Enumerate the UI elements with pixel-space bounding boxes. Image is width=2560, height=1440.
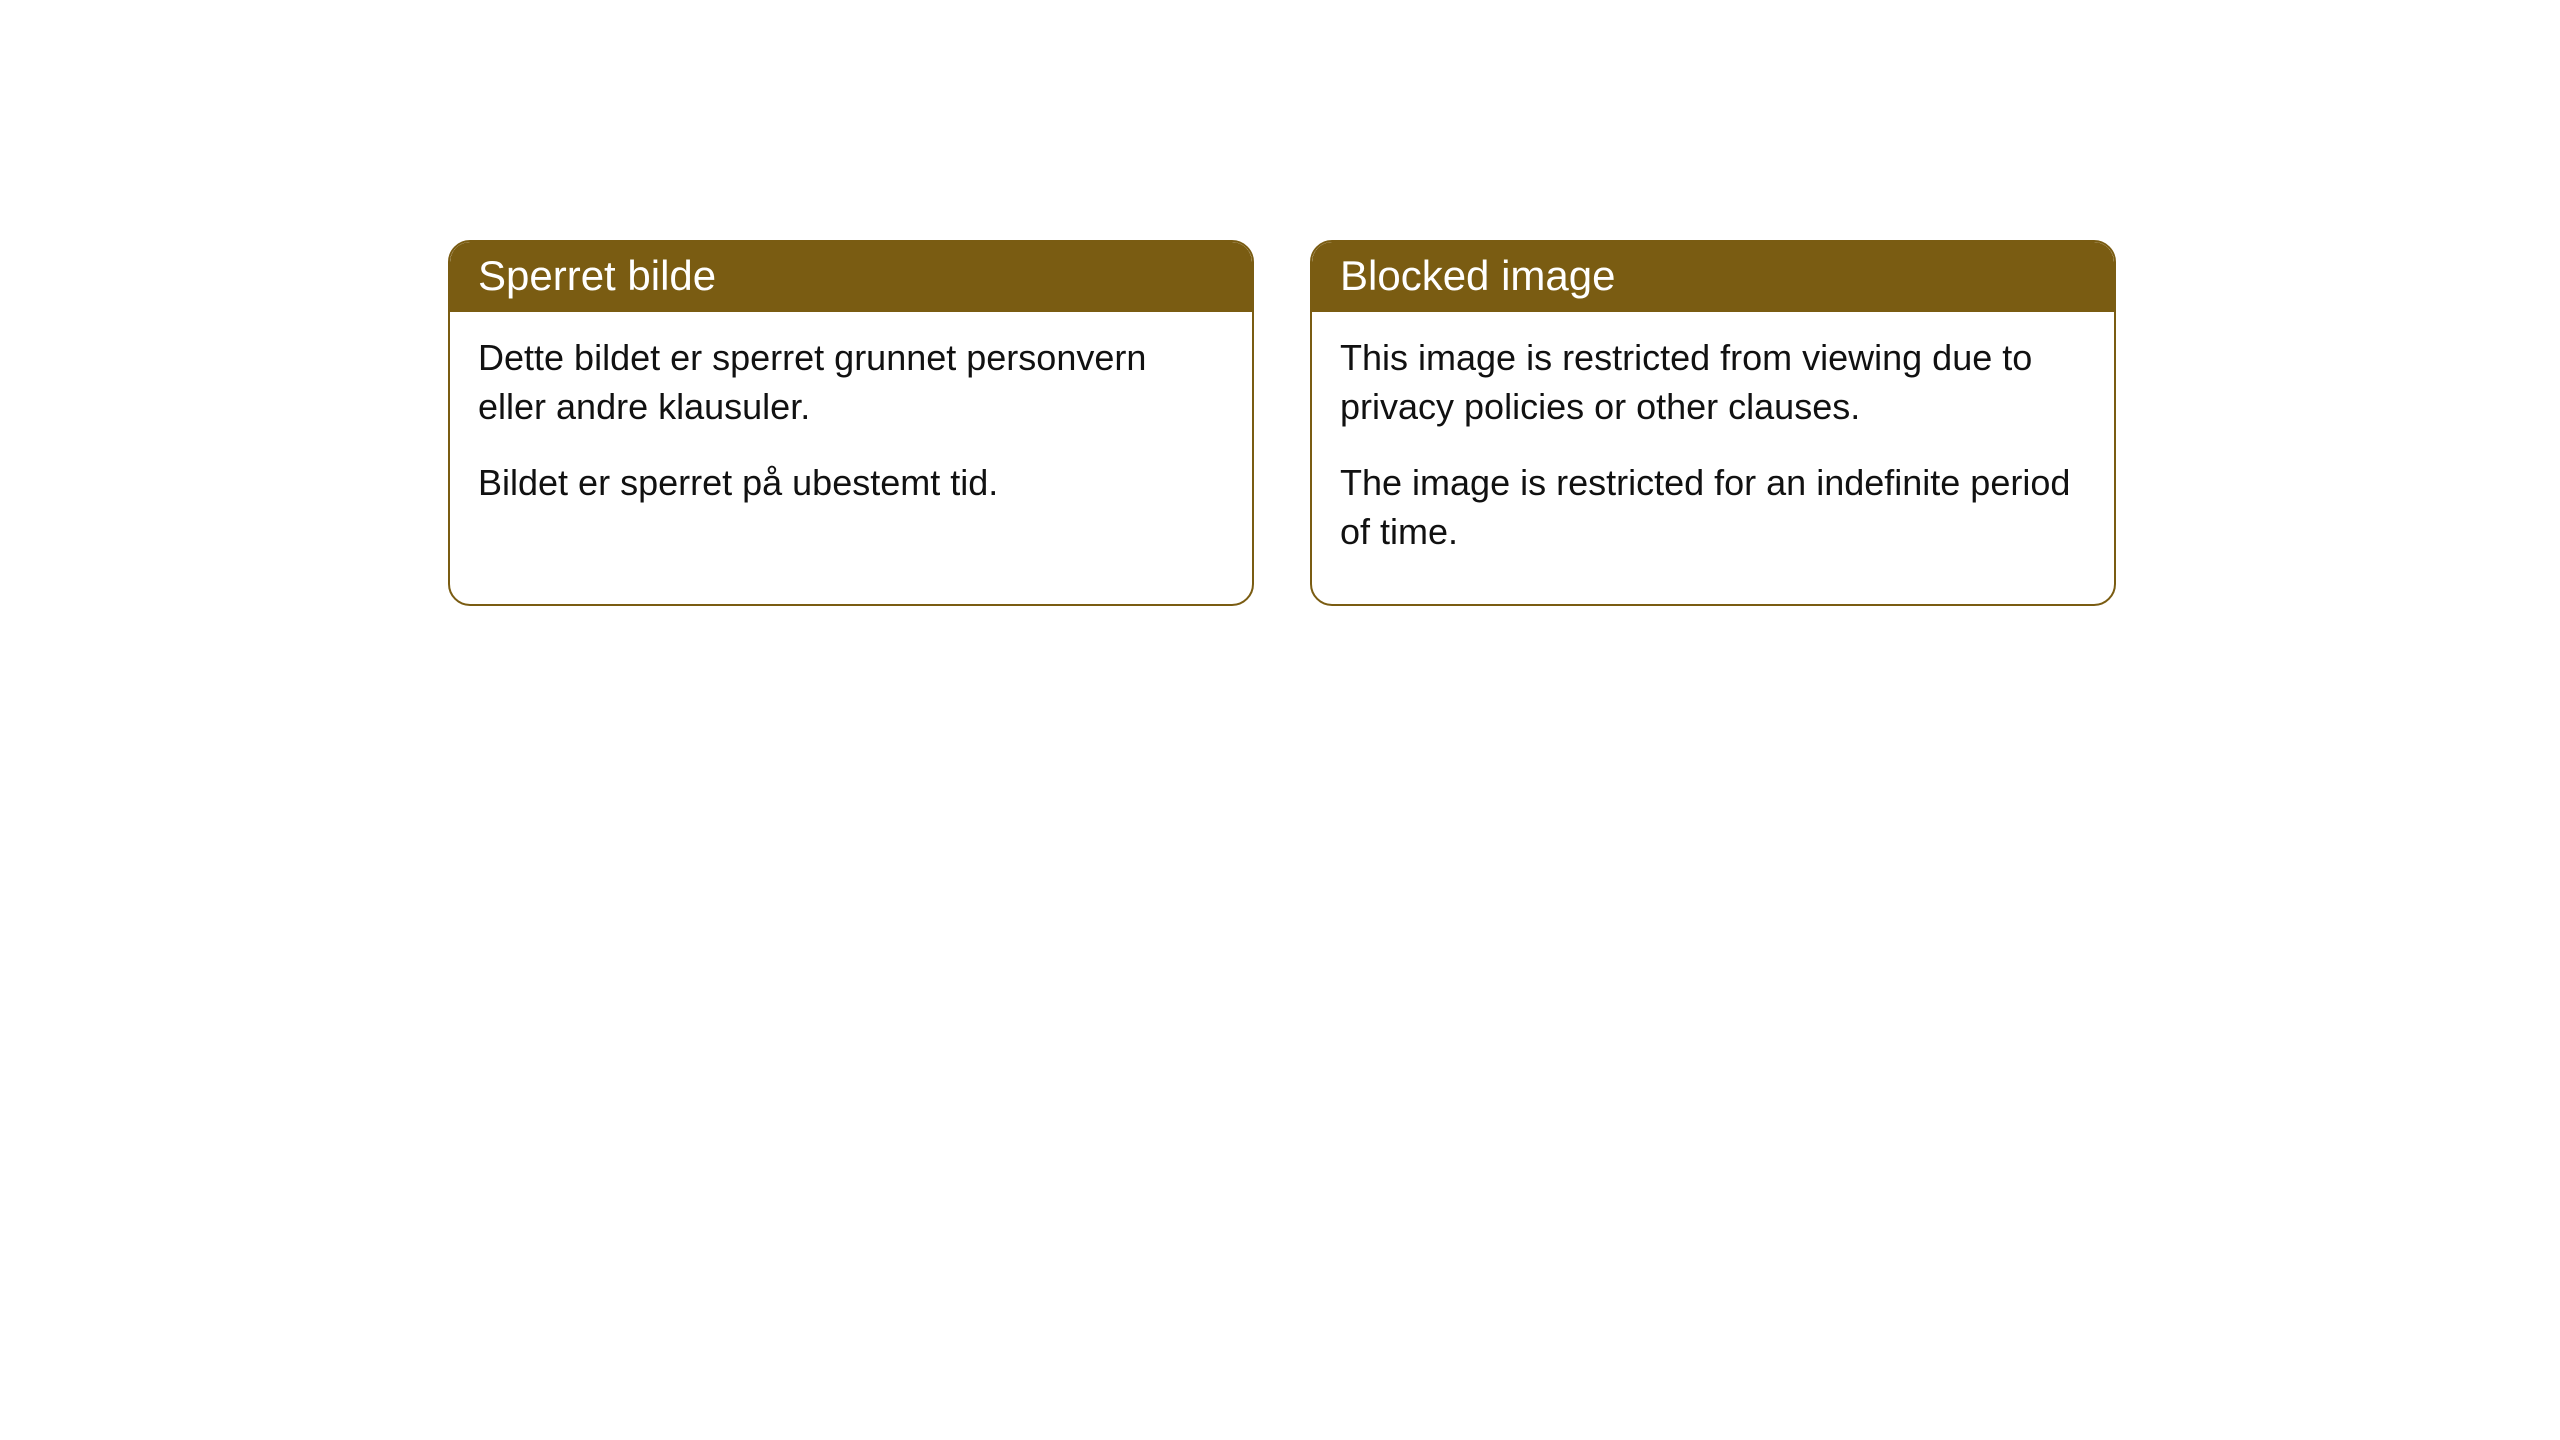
blocked-image-card-no: Sperret bilde Dette bildet er sperret gr… (448, 240, 1254, 606)
card-paragraph-1-en: This image is restricted from viewing du… (1340, 334, 2086, 431)
card-title-en: Blocked image (1312, 242, 2114, 312)
card-body-en: This image is restricted from viewing du… (1312, 312, 2114, 604)
notice-cards-container: Sperret bilde Dette bildet er sperret gr… (448, 240, 2116, 606)
card-paragraph-2-no: Bildet er sperret på ubestemt tid. (478, 459, 1224, 508)
card-title-no: Sperret bilde (450, 242, 1252, 312)
card-paragraph-2-en: The image is restricted for an indefinit… (1340, 459, 2086, 556)
card-body-no: Dette bildet er sperret grunnet personve… (450, 312, 1252, 556)
blocked-image-card-en: Blocked image This image is restricted f… (1310, 240, 2116, 606)
card-paragraph-1-no: Dette bildet er sperret grunnet personve… (478, 334, 1224, 431)
